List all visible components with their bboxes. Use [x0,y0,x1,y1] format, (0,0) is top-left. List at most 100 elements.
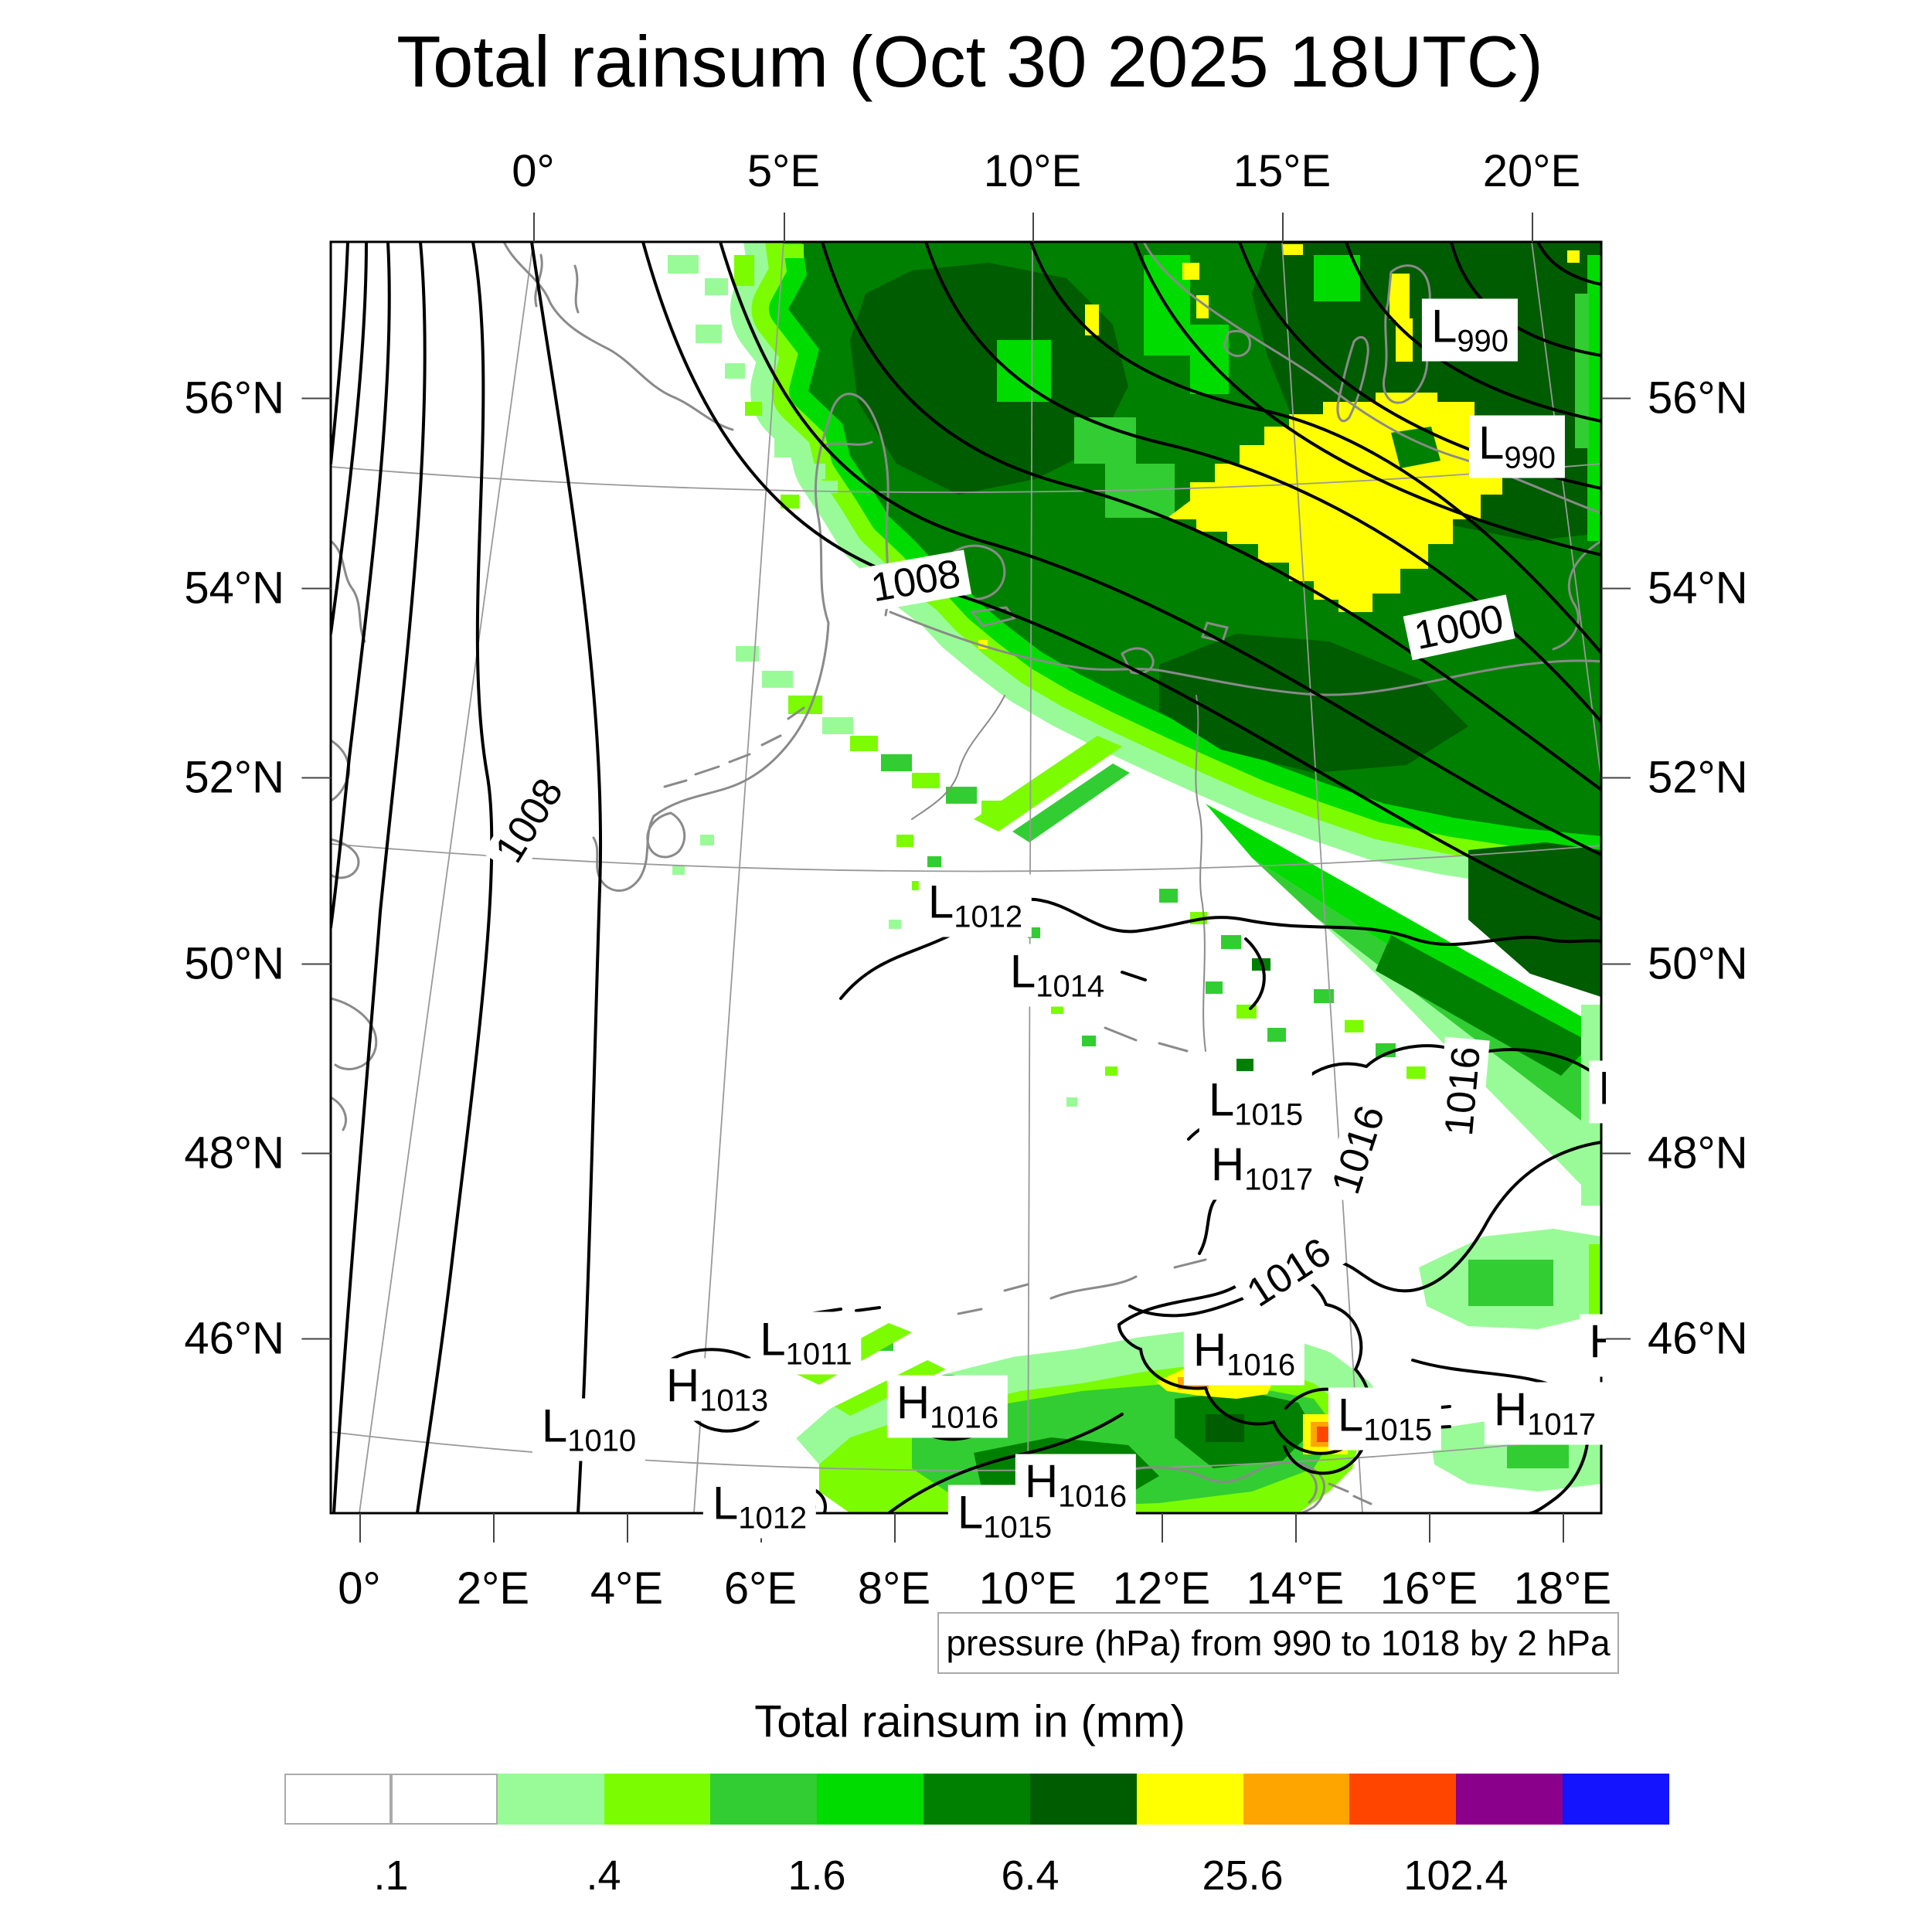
left-tick-label: 56°N [184,372,284,423]
pressure-center-letter: L [1598,1062,1624,1114]
bottom-tick-mark [627,1513,628,1543]
colorbar-cell [1563,1774,1669,1825]
pressure-center-letter: L [712,1477,739,1529]
pressure-center-label: L1014 [1000,944,1114,1007]
pressure-center-letter: H [1493,1383,1528,1436]
colorbar-cell [390,1774,498,1825]
bottom-tick-mark [1563,1513,1564,1543]
pressure-center-value: 990 [1504,440,1556,475]
isobar-value-label: 1008 [860,549,971,613]
right-tick-mark [1601,397,1631,399]
top-tick-mark [533,213,535,242]
pressure-center-value: 1015 [1363,1413,1433,1447]
colorbar-cell [923,1774,1030,1825]
pressure-center-letter: L [927,876,954,928]
pressure-center-letter: L [541,1400,568,1452]
colorbar-cell [1243,1774,1350,1825]
left-tick: 50°N [184,938,331,990]
pressure-center-letter: L [1009,945,1036,998]
bottom-tick-label: 6°E [723,1563,798,1614]
pressure-center-label: L [1589,1060,1624,1124]
pressure-center-letter: L [1337,1389,1364,1441]
colorbar-tick-label: .1 [373,1852,408,1900]
left-tick-label: 52°N [184,752,284,803]
right-tick-mark [1601,963,1631,964]
isobar-value: 1016 [1323,1100,1394,1199]
left-tick-label: 48°N [184,1128,284,1179]
pressure-center-value: 1013 [699,1383,769,1418]
right-tick-mark [1601,1152,1631,1154]
colorbar-tick-value: .4 [586,1852,621,1899]
bottom-tick-label: 0° [338,1563,381,1614]
pressure-center-label: L1012 [918,874,1032,937]
colorbar-cell [817,1774,924,1825]
top-tick-label: 20°E [1482,146,1581,196]
right-tick-mark [1601,777,1631,778]
pressure-center-value: 1012 [954,900,1023,934]
pressure-center-value: 990 [1457,324,1509,359]
top-tick-label: 15°E [1233,146,1332,196]
colorbar-cell [1456,1774,1563,1825]
bottom-tick-mark [493,1513,495,1543]
colorbar-tick-label: 6.4 [1001,1852,1059,1900]
pressure-center-label: H1016 [1015,1454,1137,1517]
pressure-legend-note: pressure (hPa) from 990 to 1018 by 2 hPa [937,1612,1619,1674]
pressure-center-value: 1010 [567,1423,637,1458]
right-tick-label: 54°N [1648,563,1748,614]
right-tick-label: 46°N [1648,1313,1748,1364]
pressure-center-label: H1016 [1183,1322,1305,1386]
right-tick-label: 52°N [1648,752,1748,803]
pressure-center-value: 1012 [738,1501,808,1536]
pressure-center-label: H1017 [1201,1137,1323,1200]
pressure-center-letter: L [1430,300,1458,352]
isobar-value-label: 1016 [1321,1093,1396,1207]
isobar-value: 1008 [867,551,964,611]
colorbar-tick-value: 102.4 [1403,1852,1509,1899]
right-tick-label: 56°N [1648,372,1748,423]
right-tick-label: 48°N [1648,1128,1748,1179]
bottom-tick-label: 14°E [1246,1563,1345,1614]
pressure-center-value: 1016 [930,1400,999,1435]
left-tick-label: 46°N [184,1313,284,1364]
pressure-center-letter: H [1192,1324,1227,1376]
left-tick-label: 54°N [184,563,284,614]
pressure-center-value: 1015 [1234,1097,1304,1132]
colorbar-tick-value: 25.6 [1202,1852,1284,1899]
colorbar-title: Total rainsum in (mm) [754,1696,1185,1747]
left-tick: 52°N [184,752,331,804]
colorbar-tick-label: 102.4 [1403,1852,1508,1900]
colorbar-cell [1136,1774,1243,1825]
pressure-center-label: H1017 [1484,1382,1606,1445]
pressure-center-label: H1013 [656,1358,778,1421]
top-tick-mark [1532,213,1533,242]
right-tick: 48°N [1601,1128,1748,1179]
right-tick: 56°N [1601,372,1748,424]
colorbar-cell [1029,1774,1137,1825]
pressure-center-label: L990 [1468,415,1566,478]
pressure-center-label: H1016 [886,1375,1009,1438]
top-tick-mark [1282,213,1284,242]
left-tick-mark [301,1152,331,1154]
colorbar-tick-label: 1.6 [787,1852,845,1900]
right-tick: 52°N [1601,752,1748,804]
top-tick-mark [1032,213,1034,242]
pressure-center-letter: H [1024,1455,1059,1508]
isobar-value: 1008 [486,770,573,871]
pressure-center-label: L1010 [532,1398,646,1461]
pressure-center-value: 1016 [1058,1479,1128,1514]
pressure-center-value: 1011 [785,1337,852,1372]
page-title: Total rainsum (Oct 30 2025 18UTC) [396,21,1543,102]
isobar-value-label: 1008 [482,764,577,877]
right-tick-label: 50°N [1648,938,1748,989]
colorbar-cell [1349,1774,1457,1825]
pressure-center-value: 1017 [1527,1407,1597,1442]
colorbar-tick-value: .1 [373,1852,409,1899]
top-tick-mark [784,213,785,242]
bottom-tick-mark [1295,1513,1297,1543]
bottom-tick-label: 10°E [978,1563,1077,1614]
colorbar-tick-label: 25.6 [1202,1852,1283,1900]
colorbar-cell [284,1774,391,1825]
bottom-tick-mark [1162,1513,1163,1543]
pressure-center-value: 1014 [1036,969,1105,1004]
